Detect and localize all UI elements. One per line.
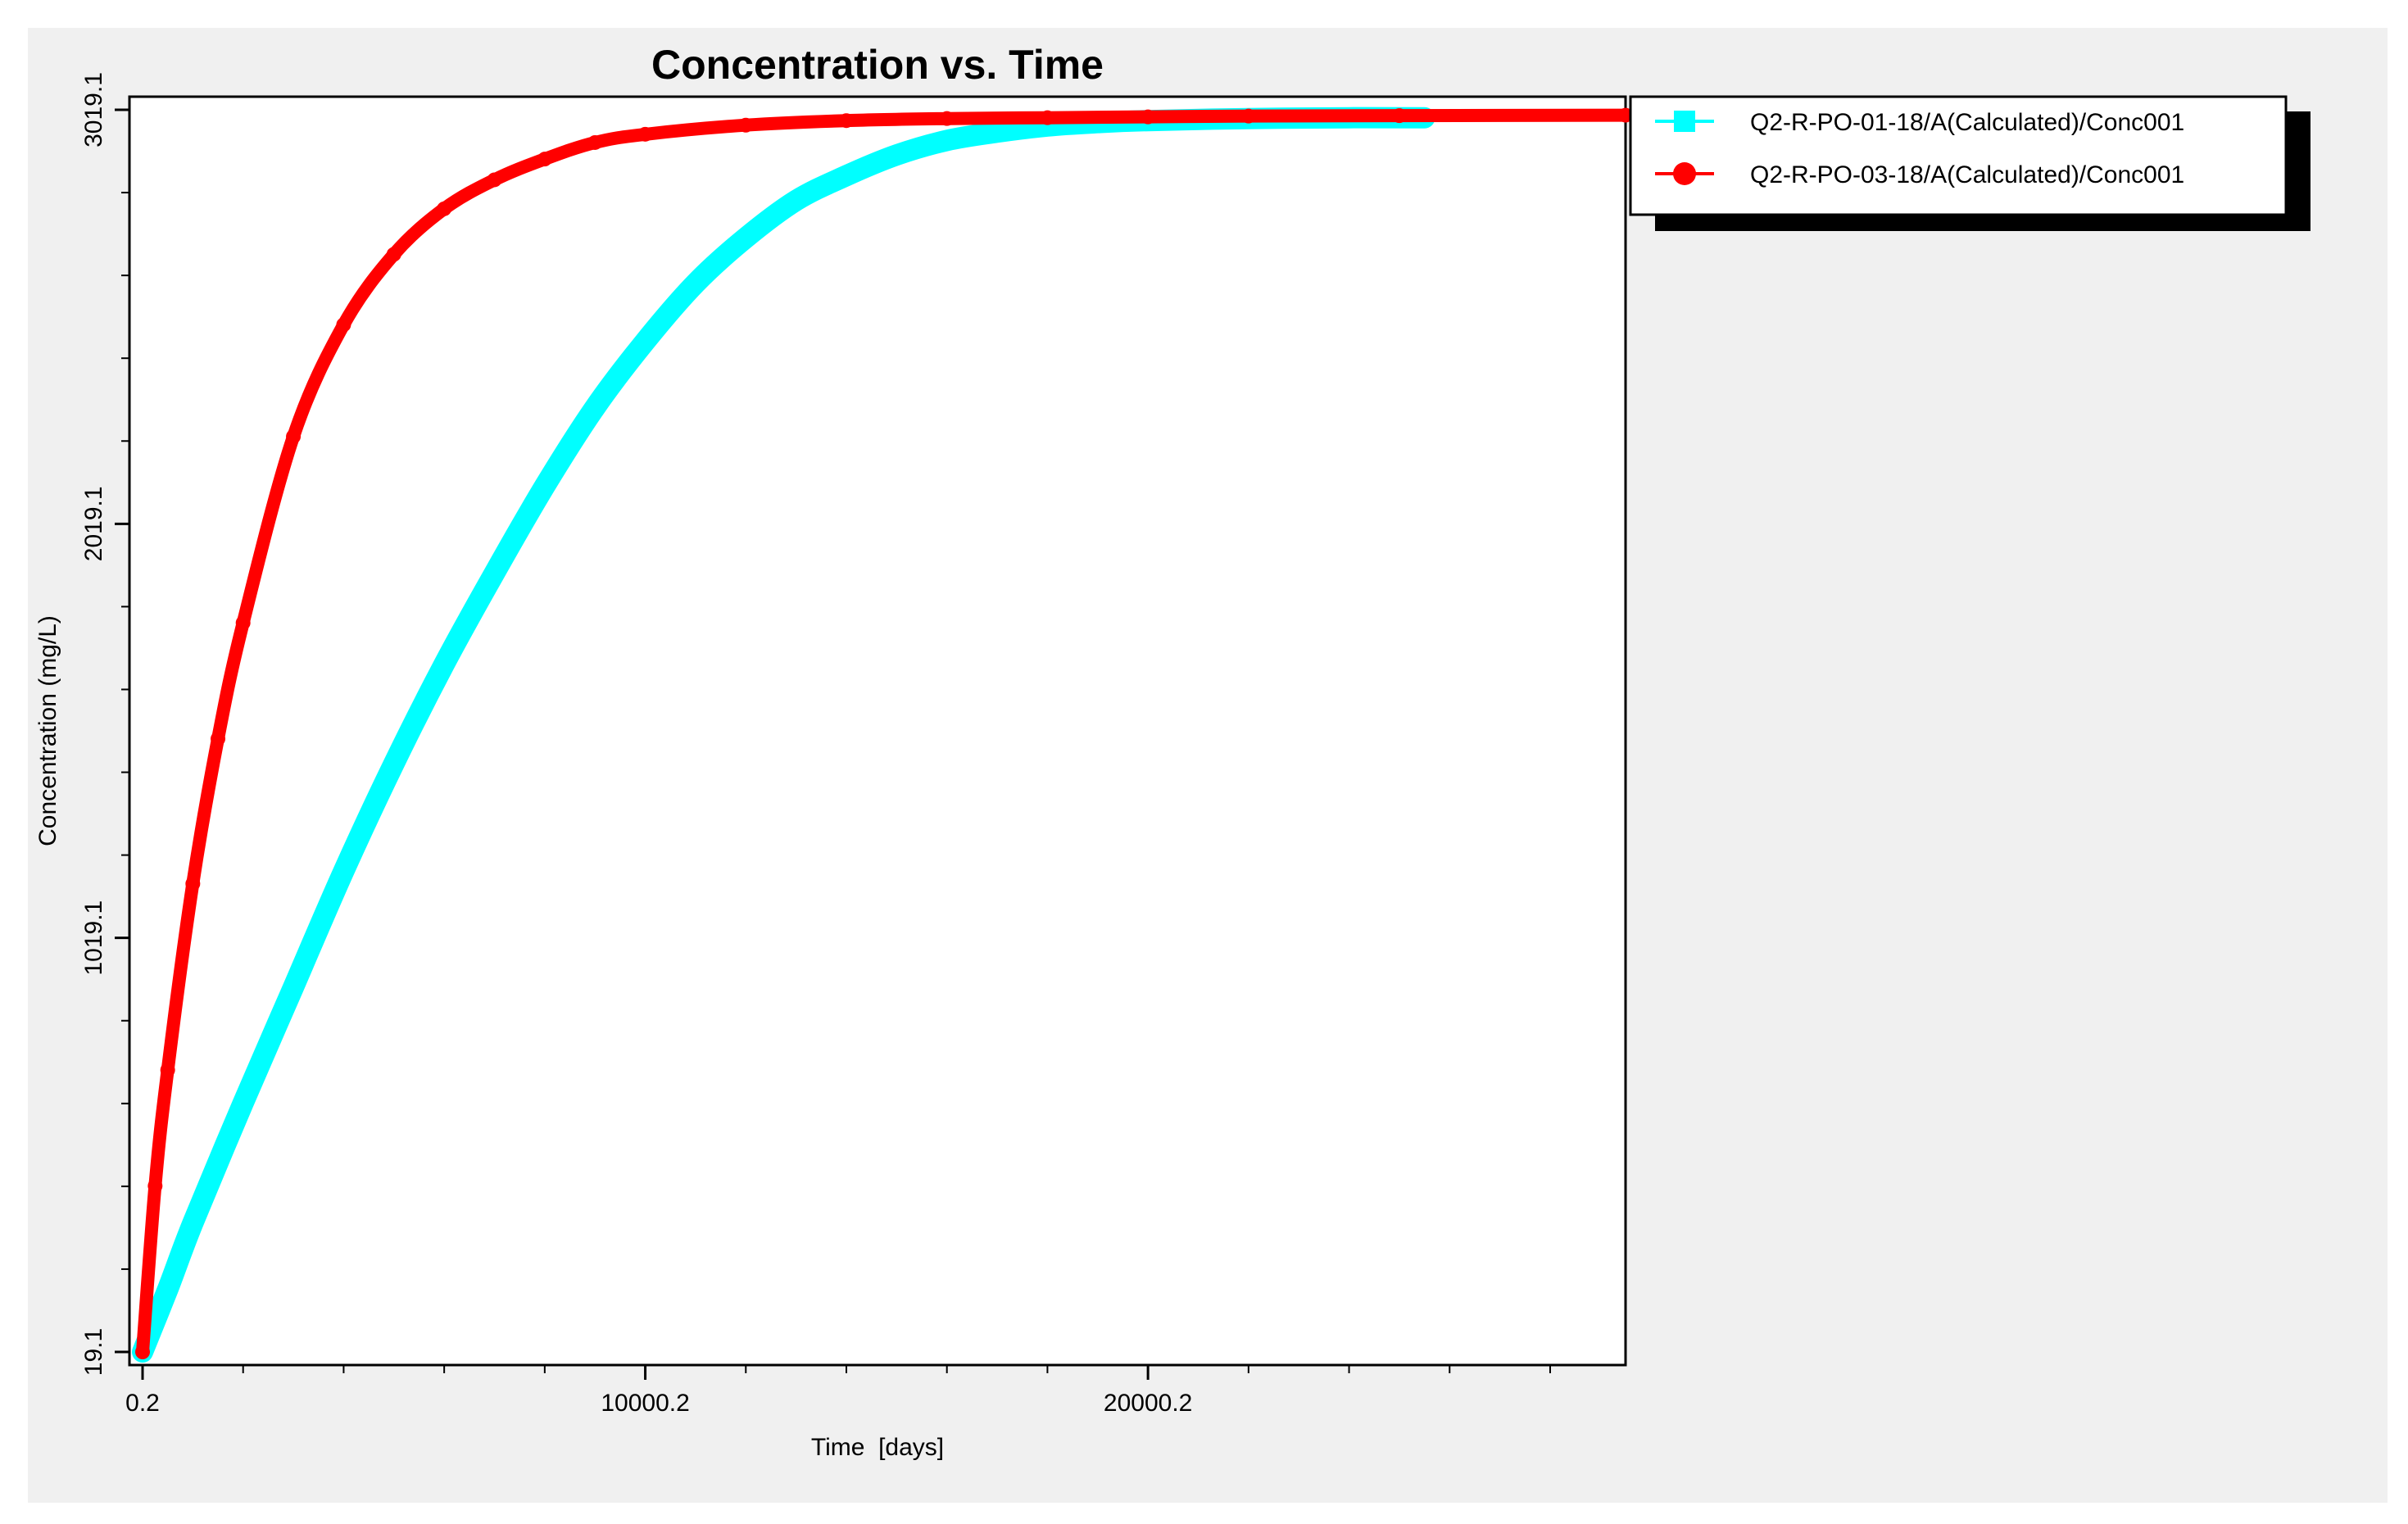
series-2-point: [160, 1062, 175, 1077]
series-1-point: [587, 400, 603, 415]
series-2-point: [286, 429, 302, 444]
plot-area: [128, 95, 1627, 1367]
series-1-point: [838, 168, 854, 184]
series-2-point: [135, 1345, 150, 1359]
series-2: [135, 107, 1633, 1359]
y-tick-label: 1019.1: [80, 900, 107, 976]
series-2-point: [587, 134, 603, 150]
series-layer: [132, 107, 1633, 1363]
y-tick-label: 3019.1: [80, 72, 107, 147]
series-1-point: [437, 656, 452, 672]
series-1-point: [487, 565, 502, 581]
legend-box: [1629, 95, 2288, 216]
series-2-point: [336, 317, 351, 333]
series-1-point: [286, 979, 302, 995]
series-1-point: [687, 275, 703, 291]
x-tick-label: 0.2: [125, 1390, 160, 1417]
series-2-point: [487, 172, 502, 188]
legend-label-series-1: Q2-R-PO-01-18/A(Calculated)/Conc001: [1750, 109, 2184, 136]
chart-title: Concentration vs. Time: [651, 42, 1104, 88]
series-1-point: [889, 147, 905, 163]
series-2-point: [185, 876, 201, 891]
series-2-point: [211, 731, 226, 746]
series-1-point: [235, 1095, 251, 1111]
legend-square-marker-icon: [1674, 111, 1695, 132]
y-axis: 19.1 1019.1 2019.1 3019.1: [80, 72, 129, 1376]
y-tick-label: 19.1: [80, 1328, 107, 1376]
series-1-point: [637, 333, 653, 349]
series-2-point: [738, 117, 754, 133]
series-1-point: [185, 1215, 201, 1231]
x-axis: 0.2 10000.2 20000.2: [125, 1365, 1551, 1417]
series-1-point: [386, 755, 401, 771]
series-2-point: [838, 113, 854, 129]
series-1-point: [939, 133, 955, 148]
series-1-point: [738, 230, 754, 246]
series-2-point: [235, 615, 251, 631]
y-tick-label: 2019.1: [80, 486, 107, 561]
legend-label-series-2: Q2-R-PO-03-18/A(Calculated)/Conc001: [1750, 161, 2184, 188]
series-2-point: [386, 247, 401, 262]
series-2-point: [1240, 108, 1256, 124]
series-1-point: [788, 193, 804, 208]
series-1-point: [990, 125, 1005, 140]
x-tick-label: 10000.2: [601, 1390, 689, 1417]
series-1-point: [160, 1281, 175, 1297]
series-2-point: [1040, 110, 1055, 125]
series-2-point: [1141, 109, 1156, 125]
series-1-point: [537, 479, 552, 494]
series-1-point: [336, 864, 351, 879]
series-2-point: [147, 1178, 163, 1194]
chart-panel: Concentration vs. Time 0.2 10000.2 20000.2…: [28, 28, 2388, 1503]
legend-circle-marker-icon: [1673, 162, 1696, 185]
y-axis-label: Concentration (mg/L): [34, 615, 61, 846]
series-2-point: [637, 126, 653, 142]
series-2-point: [537, 152, 552, 167]
x-axis-label: Time [days]: [811, 1434, 944, 1461]
series-2-point: [939, 111, 955, 126]
legend: Q2-R-PO-01-18/A(Calculated)/Conc001 Q2-R…: [1629, 95, 2311, 231]
series-2-point: [1391, 108, 1407, 124]
chart: Concentration vs. Time 0.2 10000.2 20000.2…: [34, 42, 2311, 1461]
x-tick-label: 20000.2: [1104, 1390, 1192, 1417]
legend-item-series-2: Q2-R-PO-03-18/A(Calculated)/Conc001: [1655, 161, 2184, 188]
series-2-point: [437, 201, 452, 216]
legend-item-series-1: Q2-R-PO-01-18/A(Calculated)/Conc001: [1655, 109, 2184, 136]
